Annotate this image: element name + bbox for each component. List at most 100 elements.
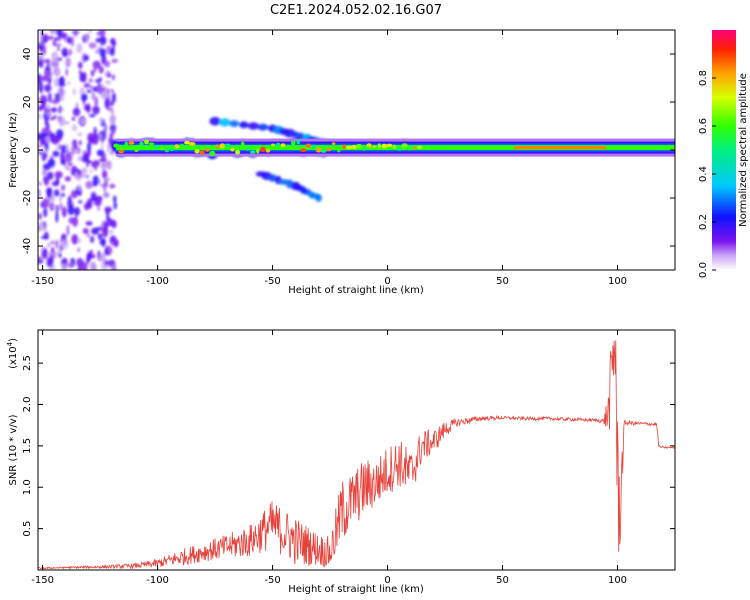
heatmap-noise-cell (43, 70, 52, 78)
main-line-blob (285, 144, 291, 149)
heatmap-noise-cell (46, 187, 53, 196)
heatmap-noise-cell (101, 226, 109, 238)
heatmap-noise-cell (100, 91, 107, 98)
y-tick-label: 2.0 (22, 397, 33, 413)
colorbar-tick-label: 0.6 (698, 118, 709, 134)
heatmap-noise-cell (38, 181, 42, 186)
heatmap-noise-cell (40, 86, 43, 94)
heatmap-noise-cell (38, 44, 45, 52)
heatmap-noise-cell (100, 36, 107, 45)
heatmap-noise-cell (98, 133, 102, 141)
heatmap-noise-cell (39, 95, 48, 105)
heatmap-noise-cell (38, 256, 42, 261)
heatmap-noise-cell (95, 37, 102, 43)
x-tick-label: -100 (146, 276, 169, 287)
heatmap-noise-cell (104, 80, 112, 85)
main-line-blob (392, 144, 396, 149)
heatmap-noise-cell (85, 35, 89, 44)
heatmap-noise-cell (97, 233, 103, 240)
heatmap-noise-cell (71, 234, 79, 245)
heatmap-noise-cell (104, 123, 107, 135)
heatmap-noise-cell (71, 144, 75, 156)
heatmap-noise-cell (44, 136, 50, 143)
main-line-blob (280, 143, 286, 148)
main-line-blob (381, 143, 388, 149)
heatmap-noise-cell (58, 105, 62, 113)
heatmap-noise-cell (89, 168, 93, 174)
heatmap-noise-cell (61, 47, 69, 57)
main-line-blob (205, 148, 210, 152)
heatmap-noise-cell (66, 224, 70, 236)
x-tick-label: -50 (264, 575, 280, 586)
heatmap-noise-cell (92, 86, 99, 92)
heatmap-noise-cell (80, 172, 86, 178)
heatmap-noise-cell (55, 176, 60, 185)
y-tick-label: 2.5 (22, 355, 33, 371)
heatmap-noise-cell (83, 54, 89, 61)
main-line-blob (256, 148, 260, 154)
heatmap-noise-cell (111, 127, 116, 135)
heatmap-noise-cell (39, 35, 43, 46)
heatmap-noise-cell (94, 79, 102, 83)
heatmap-noise-cell (101, 141, 104, 152)
heatmap-noise-cell (67, 195, 72, 206)
spectrogram-panel: -150 -100 -50 0 50 100 -40 -20 0 20 40 Height of … (8, 29, 676, 296)
heatmap-noise-cell (90, 69, 95, 77)
heatmap-noise-cell (102, 160, 111, 169)
main-line-blob (174, 144, 180, 149)
x-tick-label: 100 (608, 276, 627, 287)
heatmap-noise-cell (107, 218, 115, 227)
branch-blob (219, 118, 231, 127)
heatmap-noise-cell (86, 232, 90, 238)
heatmap-noise-cell (67, 162, 73, 167)
main-line-blob (361, 147, 367, 151)
main-line-blob (331, 142, 336, 145)
heatmap-noise-cell (95, 195, 103, 202)
main-line-blob (260, 146, 266, 152)
heatmap-noise-cell (38, 113, 43, 120)
heatmap-noise-cell (51, 99, 60, 104)
heatmap-noise-cell (97, 84, 103, 95)
main-line-blob (188, 142, 196, 146)
main-line-blob (209, 150, 216, 157)
heatmap-noise-cell (70, 36, 74, 47)
heatmap-noise-cell (58, 203, 64, 211)
heatmap-noise-cell (75, 213, 78, 224)
main-line-blob (219, 143, 226, 149)
heatmap-noise-cell (65, 152, 73, 164)
y-tick-label: 0.5 (22, 521, 33, 537)
main-line-blob (305, 143, 312, 148)
main-line-blob (224, 143, 231, 148)
y-tick-label: 1.0 (22, 479, 33, 495)
colorbar-tick-label: 0.4 (698, 166, 709, 182)
main-line-blob (128, 141, 135, 145)
heatmap-noise-cell (58, 143, 62, 150)
heatmap-noise-cell (65, 68, 68, 76)
heatmap-noise-cell (111, 74, 115, 81)
heatmap-noise-cell (88, 137, 96, 144)
y-tick-label: -40 (22, 238, 33, 254)
heatmap-noise-cell (109, 114, 117, 125)
branch-blob (315, 194, 322, 202)
heatmap-noise-cell (88, 42, 97, 49)
heatmap-noise-cell (65, 143, 69, 153)
snr-y-ticks: 0.5 1.0 1.5 2.0 2.5 (22, 355, 675, 537)
main-line-blob (377, 143, 381, 149)
heatmap-noise-cell (43, 108, 51, 113)
main-line-blob (296, 139, 301, 145)
main-line-blob (194, 149, 200, 154)
heatmap-noise-cell (77, 132, 83, 136)
heatmap-noise-cell (98, 30, 106, 37)
main-line-blob (113, 143, 120, 148)
main-line-blob (230, 148, 235, 152)
heatmap-noise-cell (113, 238, 119, 248)
heatmap-noise-cell (61, 206, 67, 218)
heatmap-noise-cell (101, 156, 107, 162)
heatmap-noise-cell (41, 249, 48, 260)
heatmap-noise-cell (85, 180, 94, 189)
heatmap-noise-cell (111, 92, 117, 104)
heatmap-noise-cell (55, 205, 59, 215)
snr-line-series (38, 340, 675, 570)
heatmap-noise-cell (112, 264, 117, 270)
